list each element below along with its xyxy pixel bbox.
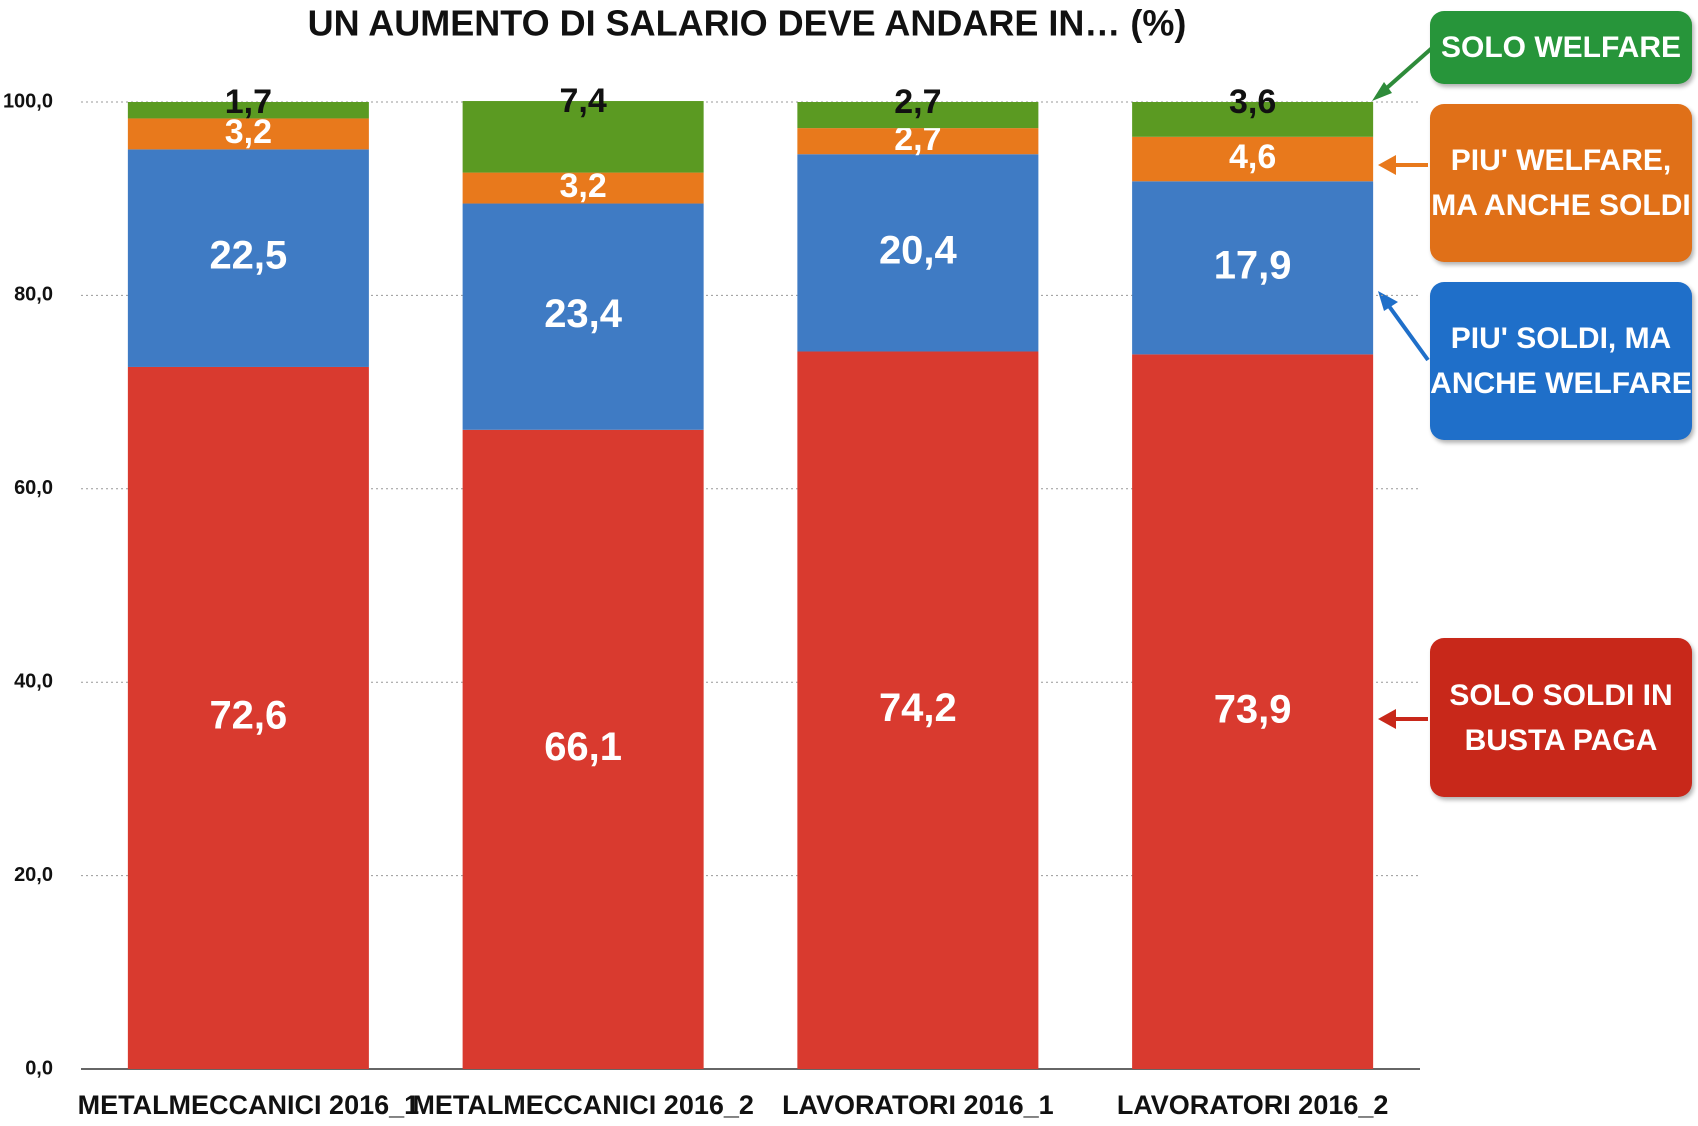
chart-title: UN AUMENTO DI SALARIO DEVE ANDARE IN… (%…: [308, 3, 1187, 44]
bar-segment: [797, 128, 1039, 155]
bar-segment: [127, 118, 369, 150]
value-label: 3,2: [559, 167, 606, 205]
y-tick-label: 80,0: [14, 284, 53, 306]
y-tick-label: 40,0: [14, 670, 53, 692]
bar-segment: [462, 429, 704, 1069]
bar-segment: [1132, 354, 1374, 1070]
bar-segment: [127, 102, 369, 119]
value-label: 3,2: [225, 113, 272, 151]
legend-entry: PIU' SOLDI, MA ANCHE WELFARE: [1430, 282, 1692, 440]
x-tick-label: METALMECCANICI 2016_2: [412, 1090, 754, 1120]
bar-segment: [462, 101, 704, 173]
bar-segment: [797, 351, 1039, 1070]
value-label: 4,6: [1229, 138, 1276, 176]
value-label: 73,9: [1214, 687, 1292, 731]
x-tick-label: LAVORATORI 2016_2: [1117, 1090, 1389, 1120]
bar-segment: [462, 203, 704, 430]
bar-segment: [1132, 102, 1374, 137]
bar-segment: [797, 102, 1039, 129]
value-label: 22,5: [209, 234, 287, 278]
x-tick-label: METALMECCANICI 2016_1: [78, 1090, 420, 1120]
value-label: 17,9: [1214, 243, 1292, 287]
bar-segment: [797, 154, 1039, 352]
bar-segment: [127, 149, 369, 367]
value-label: 20,4: [879, 228, 958, 272]
value-label: 74,2: [879, 686, 957, 730]
value-label: 72,6: [209, 694, 287, 738]
value-label: 7,4: [559, 82, 606, 120]
value-label: 23,4: [544, 292, 623, 336]
value-label: 3,6: [1229, 83, 1276, 121]
legend-arrows: [1372, 46, 1434, 729]
legend-entry: PIU' WELFARE, MA ANCHE SOLDI: [1430, 104, 1692, 262]
value-label: 2,7: [894, 83, 941, 121]
bar-segment: [1132, 136, 1374, 182]
legend-entry: SOLO WELFARE: [1430, 11, 1692, 84]
y-tick-label: 0,0: [25, 1057, 53, 1079]
value-label: 66,1: [544, 725, 622, 769]
value-label: 1,7: [225, 83, 272, 121]
y-tick-label: 100,0: [3, 90, 53, 112]
bar-segment: [462, 172, 704, 204]
y-tick-label: 20,0: [14, 864, 53, 886]
bar-segment: [1132, 181, 1374, 355]
legend-entry: SOLO SOLDI IN BUSTA PAGA: [1430, 638, 1692, 797]
y-tick-label: 60,0: [14, 477, 53, 499]
x-tick-label: LAVORATORI 2016_1: [782, 1090, 1054, 1120]
bar-segment: [127, 366, 369, 1069]
